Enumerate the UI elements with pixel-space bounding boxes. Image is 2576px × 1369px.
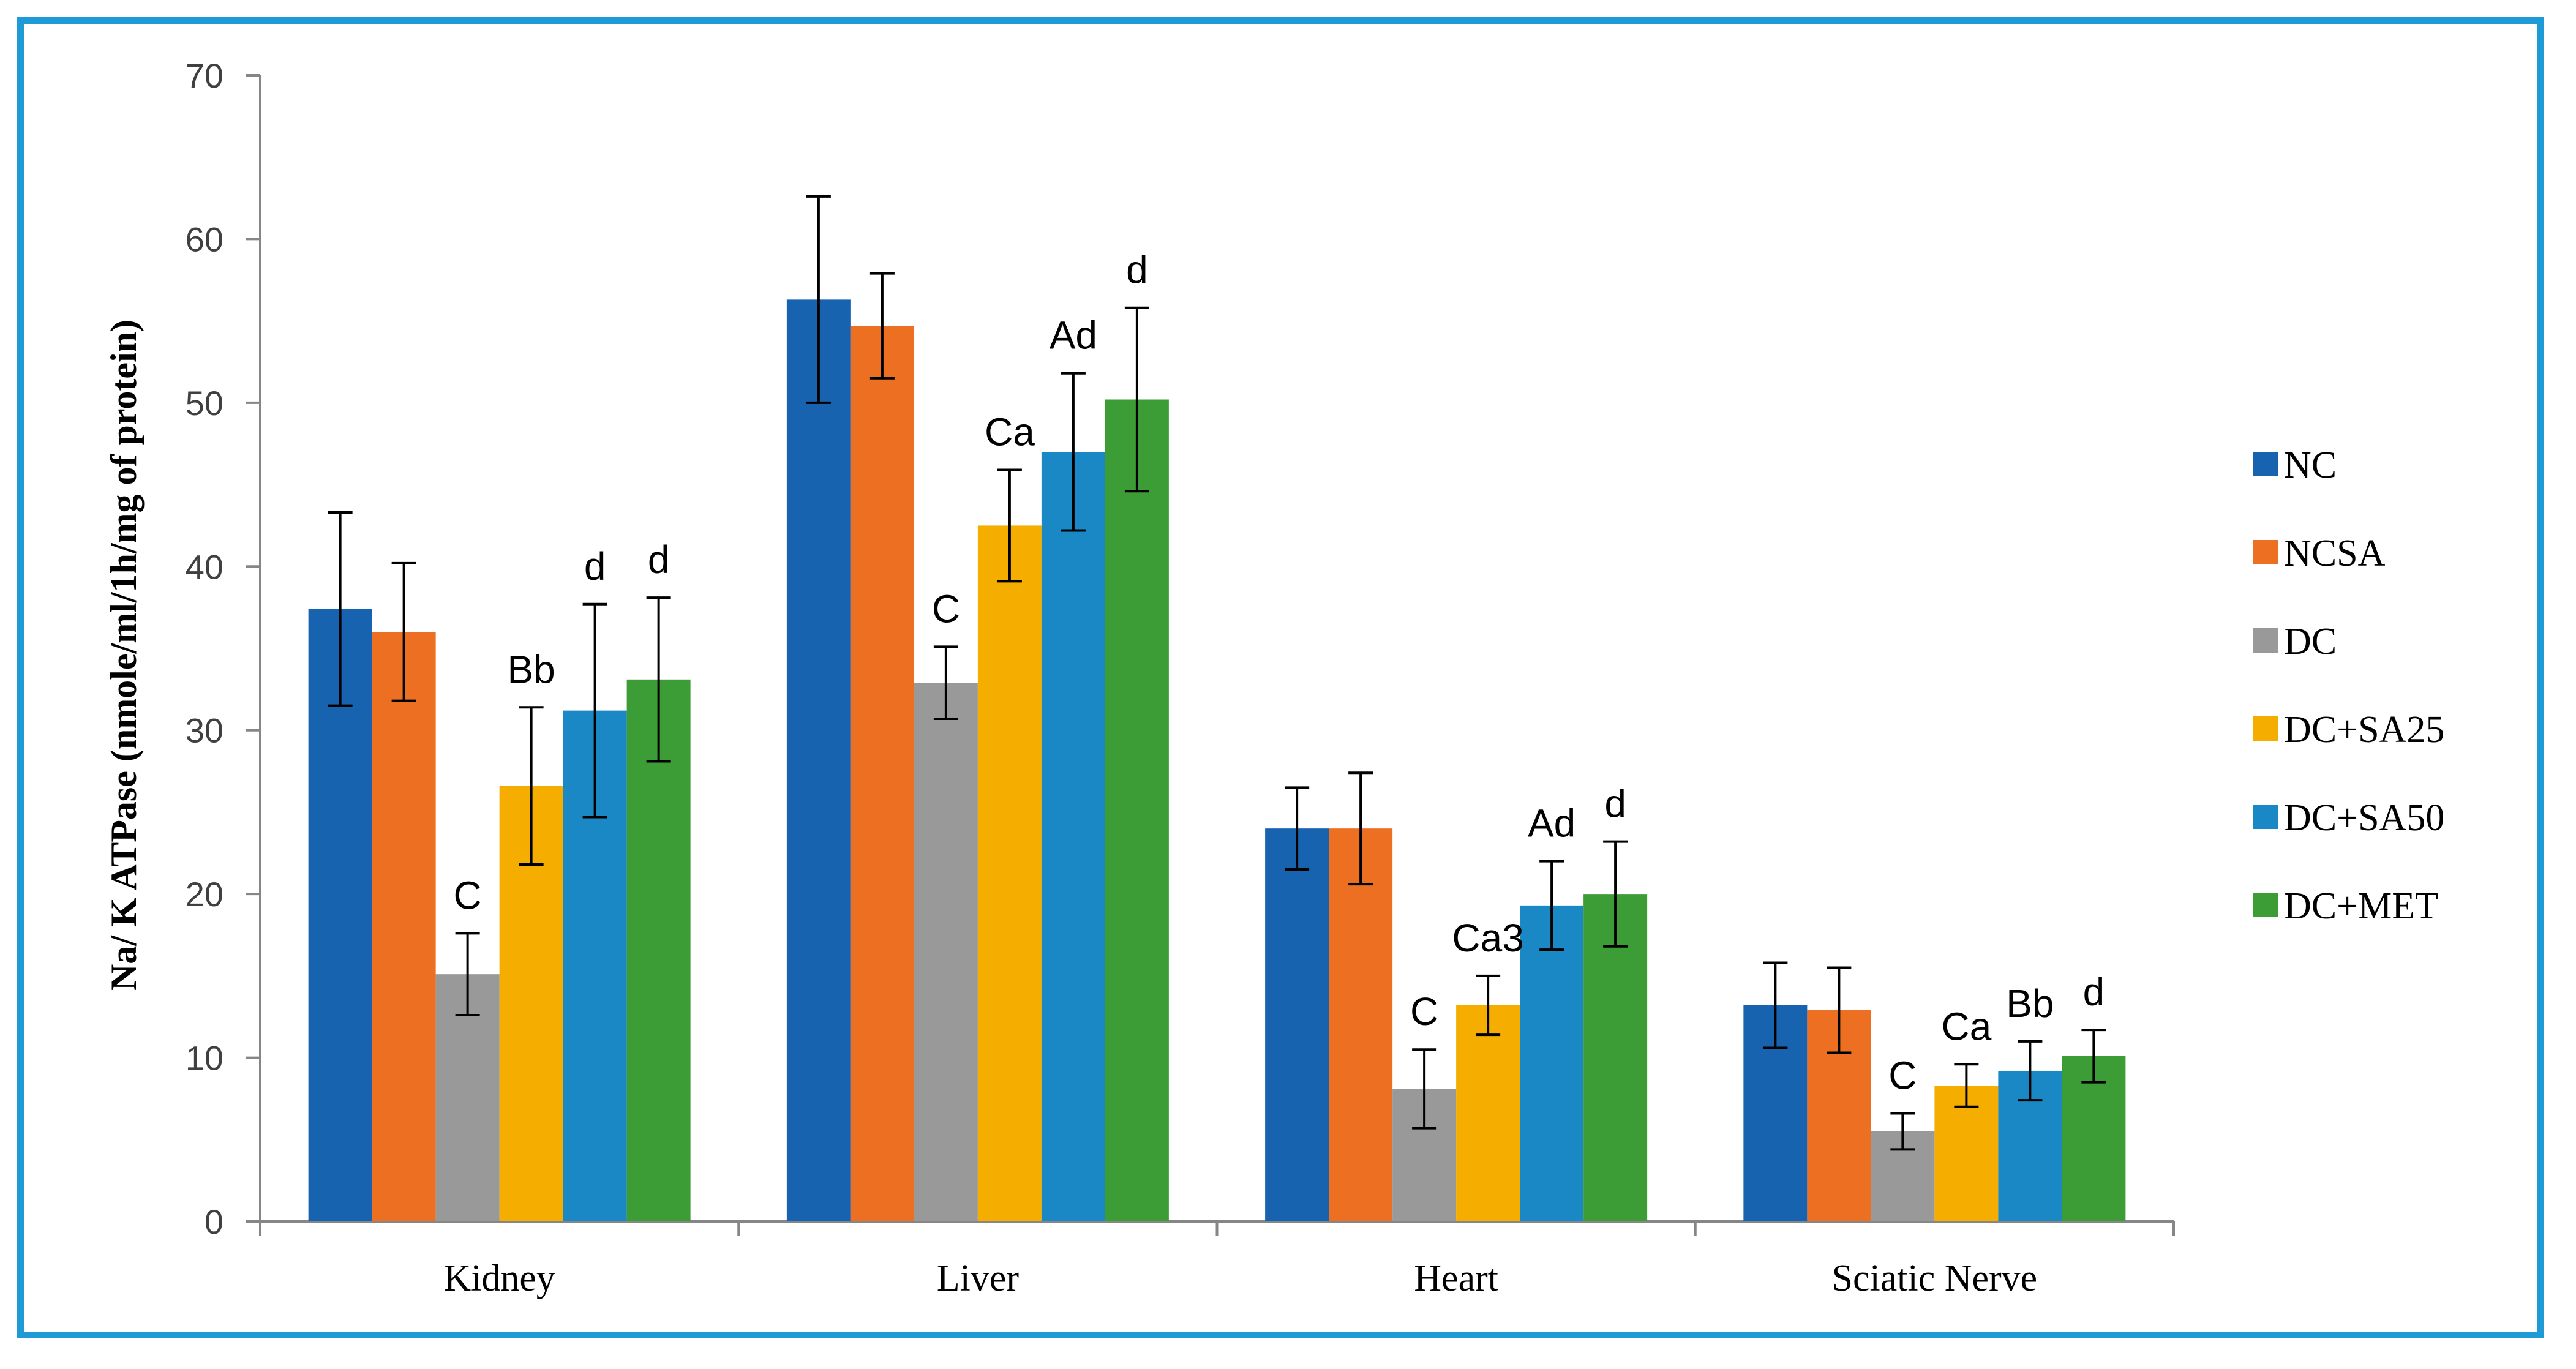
error-bar (2018, 1040, 2043, 1102)
legend-item-dc-sa25: DC+SA25 (2253, 709, 2444, 751)
bar-dc-met-liver (1105, 399, 1169, 1221)
error-bar (582, 602, 607, 819)
error-bar (1124, 306, 1149, 493)
legend-swatch (2253, 716, 2278, 741)
legend-label: DC+MET (2284, 885, 2438, 927)
error-bar (1890, 1112, 1915, 1151)
significance-label: Bb (507, 647, 555, 691)
x-tick-label-heart: Heart (1414, 1258, 1498, 1299)
significance-label: C (1410, 989, 1438, 1033)
significance-label: Ca (985, 410, 1035, 454)
legend-swatch (2253, 893, 2278, 917)
error-bar (2081, 1029, 2106, 1084)
significance-label: d (1126, 248, 1148, 292)
legend-label: NCSA (2284, 533, 2386, 574)
significance-label: C (454, 873, 482, 917)
significance-label: C (1888, 1053, 1917, 1097)
legend-swatch (2253, 452, 2278, 476)
significance-label: C (932, 587, 960, 631)
x-tick-label-kidney: Kidney (443, 1258, 555, 1299)
y-tick-label: 30 (186, 711, 223, 750)
significance-label: Ad (1050, 313, 1097, 358)
y-axis-title: Na/ K ATPase (nmole/ml/1h/mg of protein) (103, 320, 144, 991)
bar-dc-sa25-liver (977, 525, 1042, 1221)
significance-label: Ad (1528, 801, 1575, 846)
legend: NC NCSA DC DC+SA25 DC+SA50 DC+MET (2253, 444, 2444, 927)
legend-item-dc: DC (2253, 621, 2337, 662)
legend-swatch (2253, 805, 2278, 829)
bars (308, 299, 2126, 1221)
error-bar (1348, 771, 1373, 886)
bar-nc-kidney (308, 609, 372, 1221)
legend-label: NC (2284, 444, 2337, 486)
error-bar (1476, 974, 1501, 1037)
axes: 0 10 20 30 40 50 60 70 Kidney Liver Heart Sciatic N… (186, 56, 2175, 1299)
y-tick-label: 70 (186, 56, 223, 95)
bar-dc-met-heart (1583, 894, 1648, 1221)
bar-dc-met-sciatic-nerve (2062, 1056, 2126, 1221)
significance-label: d (1604, 782, 1626, 826)
legend-item-nc: NC (2253, 444, 2337, 486)
legend-label: DC+SA50 (2284, 797, 2444, 839)
significance-label: d (648, 538, 670, 582)
error-bar (869, 272, 895, 380)
error-bar (328, 511, 353, 707)
y-tick-label: 40 (186, 547, 223, 586)
error-bar (519, 706, 544, 866)
significance-label: Bb (2006, 981, 2054, 1026)
error-bar (997, 468, 1022, 583)
bar-dc-sa25-heart (1456, 1005, 1520, 1221)
error-bar (806, 195, 831, 404)
bar-ncsa-kidney (372, 632, 436, 1221)
y-tick-label: 20 (186, 875, 223, 913)
error-bars (328, 195, 2106, 1151)
x-tick-label-sciatic-nerve: Sciatic Nerve (1832, 1258, 2038, 1299)
error-bar (933, 645, 958, 720)
error-bar (455, 932, 480, 1017)
legend-swatch (2253, 540, 2278, 564)
y-tick-label: 0 (205, 1202, 223, 1241)
x-tick-label-liver: Liver (937, 1258, 1020, 1299)
bar-ncsa-liver (850, 326, 914, 1221)
error-bar (1954, 1063, 1979, 1108)
bar-nc-liver (786, 299, 851, 1221)
legend-label: DC (2284, 621, 2337, 662)
legend-item-ncsa: NCSA (2253, 533, 2386, 574)
error-bar (1603, 840, 1628, 948)
legend-item-dc-sa50: DC+SA50 (2253, 797, 2444, 839)
legend-item-dc-met: DC+MET (2253, 885, 2438, 927)
significance-label: d (2083, 970, 2105, 1014)
bar-dc-liver (914, 683, 978, 1221)
bar-ncsa-heart (1329, 828, 1393, 1221)
bar-dc-met-kidney (626, 679, 691, 1221)
error-bar (391, 561, 416, 702)
bar-dc-sa50-liver (1041, 452, 1105, 1221)
legend-label: DC+SA25 (2284, 709, 2444, 751)
error-bar (1285, 786, 1310, 871)
significance-label: Ca3 (1452, 916, 1523, 960)
y-tick-label: 50 (186, 384, 223, 422)
bar-nc-heart (1265, 828, 1329, 1221)
error-bar (1412, 1048, 1437, 1130)
significance-label: Ca (1941, 1004, 1991, 1048)
error-bar (1061, 372, 1086, 532)
y-tick-label: 10 (186, 1039, 223, 1078)
error-bar (646, 596, 671, 763)
significance-label: d (584, 544, 606, 588)
bar-dc-sa50-heart (1520, 905, 1584, 1221)
error-bar (1539, 860, 1564, 951)
y-tick-label: 60 (186, 220, 223, 258)
bar-dc-sa25-sciatic-nerve (1934, 1086, 1999, 1221)
legend-swatch (2253, 628, 2278, 653)
error-bar (1763, 961, 1788, 1049)
error-bar (1827, 966, 1852, 1054)
